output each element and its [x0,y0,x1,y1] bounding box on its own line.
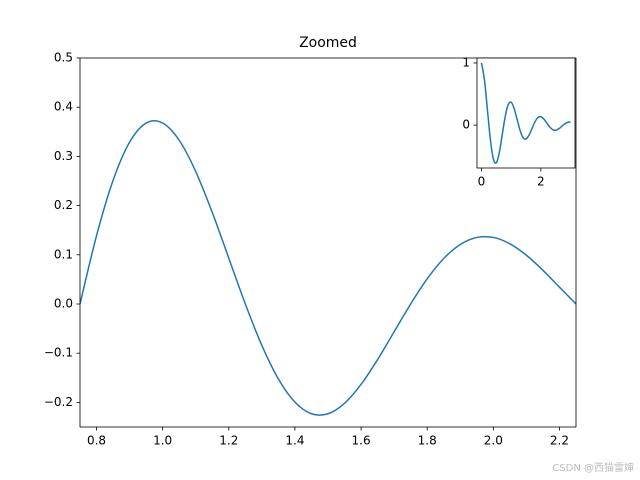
y-tick-label: 0.5 [54,51,73,65]
x-tick-label: 1.0 [153,434,172,448]
x-tick-label: 1.8 [418,434,437,448]
axes-frame [79,57,577,428]
line-series [480,62,571,164]
x-tick-label: 2 [537,175,545,189]
chart-title: Zoomed [299,35,357,51]
y-tick-label: 0.1 [54,247,73,261]
axes-frame [476,57,576,169]
y-tick-label: 0.0 [54,297,73,311]
x-tick-label: 2.0 [484,434,503,448]
x-tick-label: 0 [478,175,486,189]
x-tick-label: 1.4 [285,434,304,448]
y-tick-label: 0 [462,118,470,132]
y-tick-label: 1 [462,55,470,69]
line-series [80,119,576,416]
y-tick-label: 0.2 [54,198,73,212]
y-tick-label: 0.3 [54,149,73,163]
watermark: CSDN @西猫雷婶 [552,461,634,474]
y-tick-label: −0.2 [44,395,73,409]
y-tick-label: 0.4 [54,100,73,114]
x-tick-label: 0.8 [87,434,106,448]
y-tick-label: −0.1 [44,346,73,360]
x-tick-label: 1.2 [219,434,238,448]
x-tick-label: 2.2 [550,434,569,448]
x-tick-label: 1.6 [352,434,371,448]
inset-background [477,58,575,168]
